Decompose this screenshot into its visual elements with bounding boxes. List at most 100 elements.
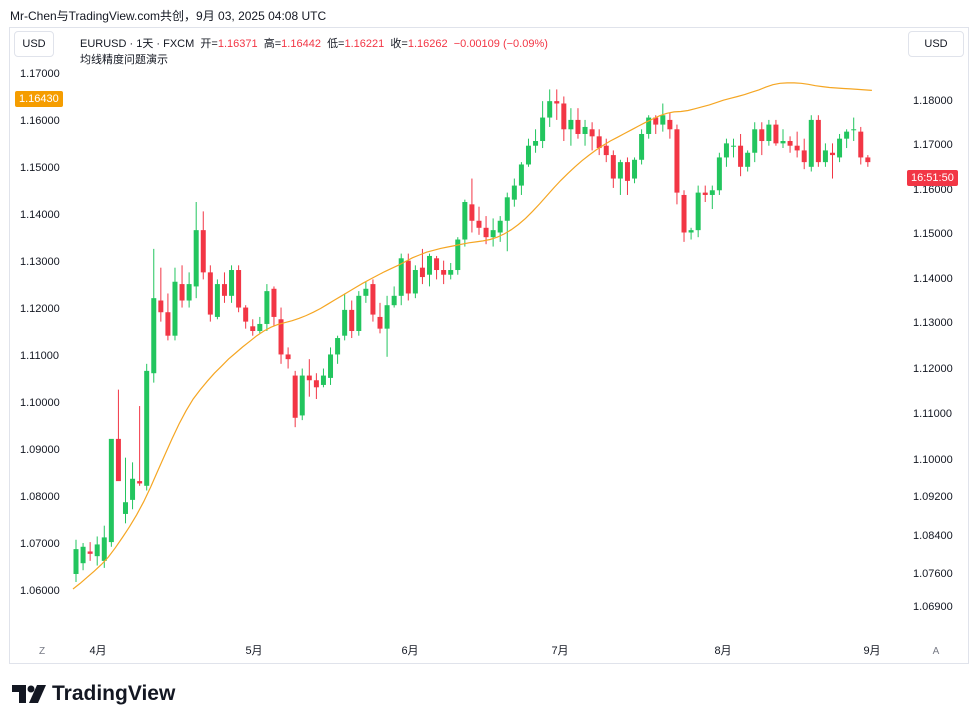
candle — [759, 122, 765, 156]
candle-body — [738, 145, 744, 167]
candle — [384, 295, 390, 357]
candle-body — [349, 309, 355, 331]
study-title: 均线精度问题演示 — [80, 54, 168, 66]
candle-body — [653, 117, 659, 125]
candle-body — [554, 101, 560, 104]
candle — [370, 279, 376, 322]
candle — [469, 178, 475, 233]
legend-open: 1.16371 — [217, 38, 258, 50]
candle-body — [497, 220, 503, 233]
candle — [320, 368, 326, 388]
candle — [306, 359, 312, 397]
x-axis-tick: 5月 — [245, 645, 262, 657]
candle-body — [801, 150, 807, 163]
candle-body — [130, 478, 136, 500]
candle-body — [540, 117, 546, 142]
right-axis-tick: 1.13000 — [913, 317, 953, 329]
candle — [229, 265, 235, 303]
candle-body — [533, 141, 539, 146]
moving-average-line — [72, 82, 872, 590]
right-axis-tick: 1.14000 — [913, 273, 953, 285]
chart-frame — [9, 27, 969, 664]
candle — [568, 108, 574, 146]
candle-body — [419, 267, 425, 278]
candle-body — [172, 281, 178, 336]
candle — [801, 138, 807, 170]
tradingview-logo: TradingView — [12, 682, 175, 706]
candle — [427, 253, 432, 287]
candle — [313, 373, 319, 400]
candle-body — [731, 145, 737, 147]
candle-body — [299, 375, 305, 416]
legend-change: −0.00109 (−0.09%) — [453, 38, 548, 50]
candle-body — [773, 124, 779, 144]
candle — [207, 265, 213, 322]
candle — [335, 335, 341, 364]
candle — [695, 185, 701, 238]
candle — [865, 155, 871, 167]
candle-body — [568, 119, 574, 130]
auto-scale-right-button[interactable]: A — [932, 645, 940, 657]
ohlc-legend: EURUSD · 1天 · FXCM 开=1.16371 高=1.16442 低… — [80, 35, 548, 51]
candle — [808, 115, 814, 172]
candle-body — [822, 150, 828, 163]
candle — [391, 286, 397, 308]
x-axis-tick: 9月 — [863, 645, 880, 657]
candle-body — [858, 131, 864, 158]
candle-body — [660, 115, 666, 125]
x-axis-tick: 8月 — [714, 645, 731, 657]
candle — [398, 253, 404, 306]
candle — [172, 267, 178, 341]
legend-close: 1.16262 — [407, 38, 448, 50]
right-axis-tick: 1.12000 — [913, 363, 953, 375]
candle-body — [759, 129, 765, 142]
candle — [547, 89, 553, 127]
candle — [554, 89, 560, 120]
candle-body — [511, 185, 517, 200]
x-axis-tick: 4月 — [89, 645, 106, 657]
left-axis-tick: 1.09000 — [20, 444, 60, 456]
candle-body — [94, 544, 100, 557]
candle — [674, 124, 680, 205]
countdown-tag: 16:51:50 — [907, 170, 958, 186]
candle-body — [851, 129, 857, 131]
candle-body — [462, 202, 468, 240]
currency-button-left[interactable]: USD — [14, 31, 54, 57]
candle-body — [335, 338, 341, 355]
currency-button-right[interactable]: USD — [908, 31, 964, 57]
candle-body — [766, 124, 772, 142]
candle-body — [547, 101, 553, 118]
legend-high: 1.16442 — [281, 38, 321, 50]
candle-body — [328, 354, 334, 378]
candle-body — [151, 298, 157, 374]
candle-body — [229, 270, 235, 296]
candle — [766, 119, 772, 146]
candle-body — [483, 227, 489, 238]
candle-body — [165, 312, 171, 336]
right-axis-tick: 1.10000 — [913, 454, 953, 466]
auto-scale-left-button[interactable]: Z — [38, 645, 46, 657]
candle — [780, 129, 786, 149]
legend-symbol[interactable]: EURUSD · 1天 · FXCM — [80, 38, 195, 50]
candle — [787, 136, 793, 153]
candle-body — [236, 270, 242, 308]
candle — [723, 138, 729, 167]
candle-body — [434, 258, 440, 271]
candle — [646, 115, 652, 139]
candle — [250, 319, 256, 336]
candle — [448, 262, 454, 280]
candle-body — [716, 157, 722, 191]
candle-body — [617, 162, 623, 179]
candle — [681, 190, 687, 242]
left-axis-tick: 1.08000 — [20, 491, 60, 503]
candle — [688, 227, 694, 240]
candle-body — [405, 260, 411, 294]
candle — [179, 265, 185, 308]
candle — [356, 291, 362, 336]
candle — [653, 115, 659, 134]
candle — [829, 143, 835, 179]
right-axis-tick: 1.07600 — [913, 568, 953, 580]
candle — [193, 202, 199, 299]
candle-body — [525, 145, 531, 165]
